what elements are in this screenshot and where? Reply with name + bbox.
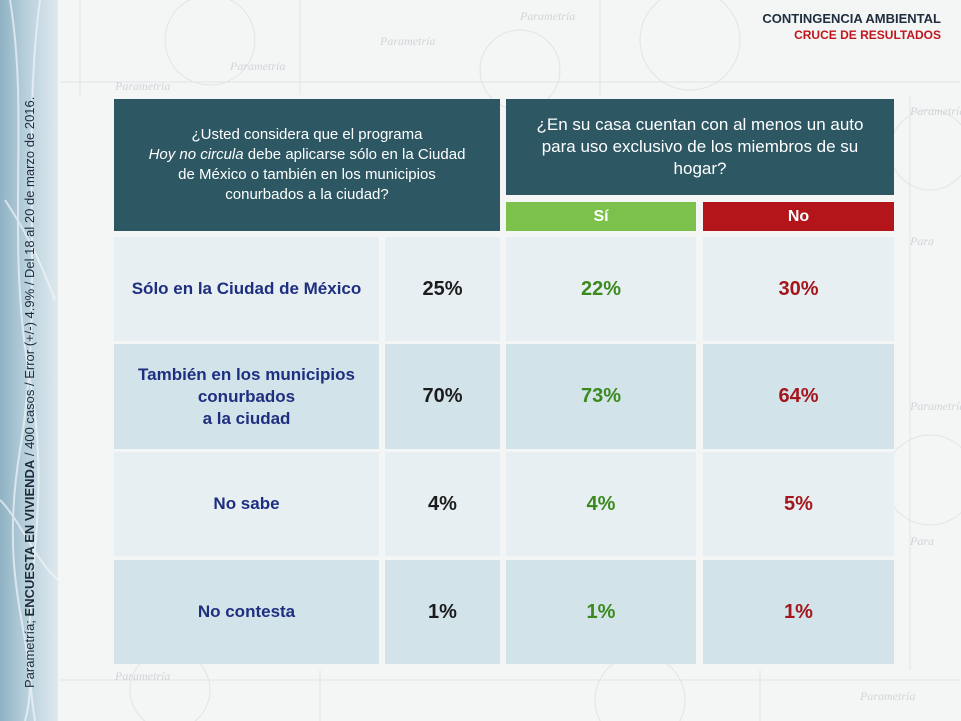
- row-1-total: 25%: [385, 237, 500, 341]
- question-1-line-2: Hoy no circula debe aplicarse sólo en la…: [149, 145, 466, 165]
- row-3-total: 4%: [385, 452, 500, 556]
- svg-text:Parametría: Parametría: [114, 79, 170, 93]
- row-label-no-contesta: No contesta: [114, 560, 379, 664]
- row-2-label-line-1: También en los municipios: [138, 364, 355, 384]
- row-2-label-line-3: a la ciudad: [202, 408, 291, 428]
- program-name: Hoy no circula: [148, 146, 244, 163]
- page-header: CONTINGENCIA AMBIENTAL CRUCE DE RESULTAD…: [762, 11, 941, 43]
- question-1-line-3: de México o también en los municipios: [178, 166, 436, 183]
- row-2-label-line-2: conurbados: [197, 386, 296, 406]
- question-2-header: ¿En su casa cuentan con al menos un auto…: [506, 99, 894, 195]
- side-note-suffix: / 400 casos / Error (+/-) 4.9% / Del 18 …: [22, 96, 37, 460]
- survey-methodology-note: Parametría; ENCUESTA EN VIVIENDA / 400 c…: [22, 38, 42, 688]
- question-1-line-1: ¿Usted considera que el programa: [191, 126, 423, 143]
- row-label-tambien-municipios: También en los municipios conurbados a l…: [114, 344, 379, 449]
- row-2-total: 70%: [385, 344, 500, 449]
- column-header-no: No: [703, 202, 894, 231]
- question-1-line-2-rest: debe aplicarse sólo en la Ciudad: [243, 146, 466, 163]
- row-label-solo-cdmx: Sólo en la Ciudad de México: [114, 237, 379, 341]
- row-1-si: 22%: [506, 237, 696, 341]
- row-4-no: 1%: [703, 560, 894, 664]
- row-4-si: 1%: [506, 560, 696, 664]
- svg-text:Parametría: Parametría: [519, 9, 575, 23]
- left-decorative-strip: [0, 0, 58, 721]
- row-3-no: 5%: [703, 452, 894, 556]
- svg-text:Parametría: Parametría: [909, 104, 961, 118]
- side-note-bold: ENCUESTA EN VIVIENDA: [22, 459, 37, 617]
- page-title: CONTINGENCIA AMBIENTAL: [762, 11, 941, 26]
- page-subtitle: CRUCE DE RESULTADOS: [794, 28, 941, 42]
- row-2-si: 73%: [506, 344, 696, 449]
- row-4-total: 1%: [385, 560, 500, 664]
- svg-text:Parametría: Parametría: [229, 59, 285, 73]
- row-3-si: 4%: [506, 452, 696, 556]
- svg-text:Para: Para: [909, 234, 934, 248]
- svg-text:Parametría: Parametría: [114, 669, 170, 683]
- question-1-line-4: conurbados a la ciudad?: [225, 186, 389, 203]
- column-header-si: Sí: [506, 202, 696, 231]
- svg-text:Parametría: Parametría: [379, 34, 435, 48]
- question-1-header: ¿Usted considera que el programa Hoy no …: [114, 99, 500, 231]
- strip-tree-decoration: [0, 0, 58, 721]
- side-note-prefix: Parametría;: [22, 616, 37, 688]
- row-1-no: 30%: [703, 237, 894, 341]
- svg-text:Parametría: Parametría: [859, 689, 915, 703]
- row-label-no-sabe: No sabe: [114, 452, 379, 556]
- row-2-no: 64%: [703, 344, 894, 449]
- svg-text:Parametría: Parametría: [909, 399, 961, 413]
- svg-text:Para: Para: [909, 534, 934, 548]
